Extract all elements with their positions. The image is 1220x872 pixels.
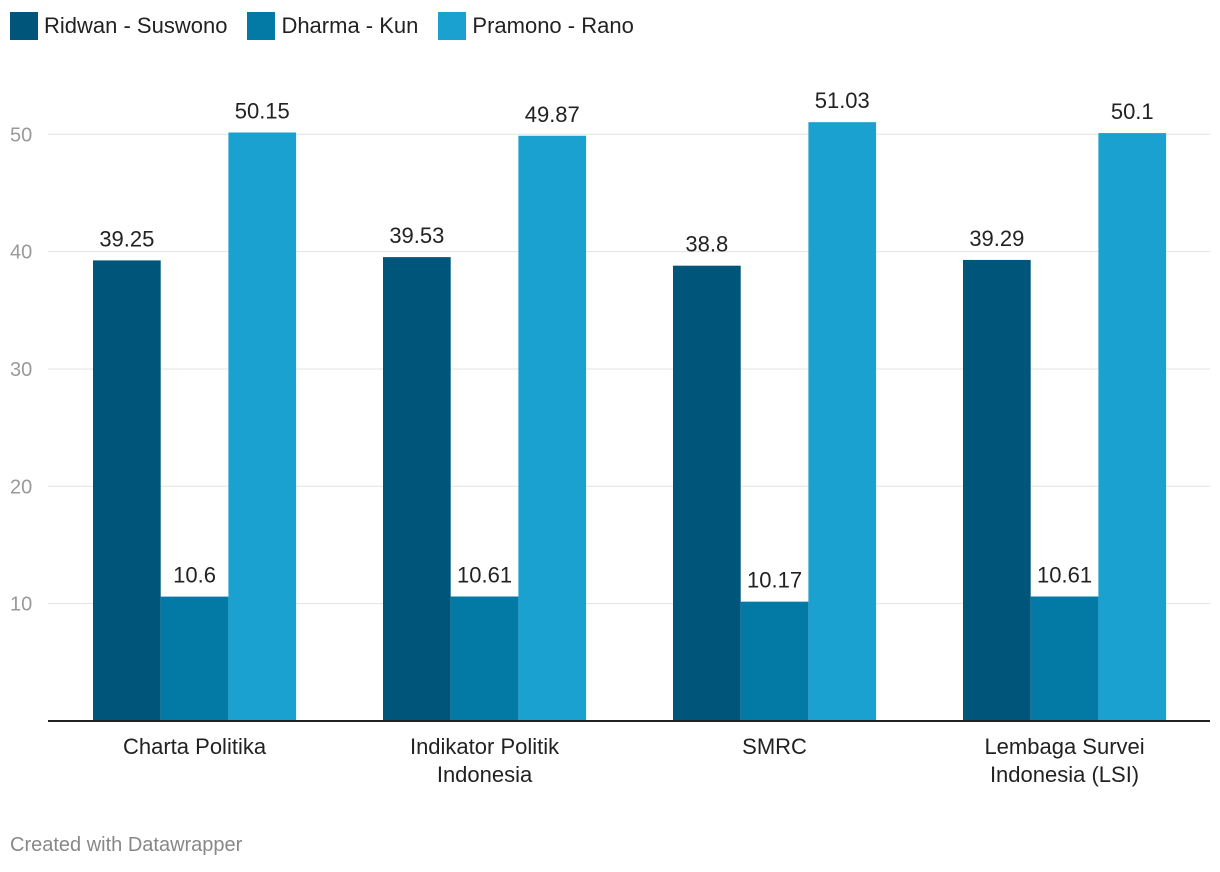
value-label: 38.8 [685, 232, 728, 257]
value-label: 39.53 [389, 223, 444, 248]
value-label: 49.87 [525, 102, 580, 127]
category-label: Indikator Politik Indonesia [410, 734, 560, 787]
bar [1098, 133, 1167, 721]
y-tick-label: 10 [10, 594, 32, 616]
category-label-line: Indonesia [437, 762, 533, 787]
value-label: 10.17 [747, 568, 802, 593]
bar [673, 265, 741, 721]
legend-swatch [247, 12, 276, 40]
legend-item: Pramono - Rano [438, 12, 634, 40]
bar [963, 259, 1031, 721]
category-label-line: Charta Politika [123, 734, 267, 759]
value-label: 39.25 [99, 226, 154, 251]
legend-label: Dharma - Kun [281, 13, 419, 38]
legend-item: Dharma - Kun [247, 12, 418, 40]
credit-text: Created with Datawrapper [10, 834, 243, 856]
value-label: 10.61 [457, 562, 512, 587]
y-tick-label: 50 [10, 124, 32, 146]
legend-swatch [10, 12, 38, 40]
value-label: 50.1 [1111, 99, 1154, 124]
category-label-line: Indonesia (LSI) [990, 762, 1139, 787]
value-label: 39.29 [969, 226, 1024, 251]
legend: Ridwan - Suswono Dharma - Kun Pramono - Ra… [10, 12, 634, 40]
bar [160, 596, 229, 721]
bar [808, 122, 877, 721]
legend-swatch [438, 12, 467, 40]
category-label: Lembaga Survei Indonesia (LSI) [984, 734, 1144, 787]
category-label: Charta Politika [123, 734, 267, 759]
category-label-line: Lembaga Survei [984, 734, 1144, 759]
value-label: 10.61 [1037, 562, 1092, 587]
legend-label: Pramono - Rano [472, 13, 634, 38]
bar [450, 596, 519, 721]
bar [518, 135, 587, 722]
bar [228, 132, 297, 721]
legend-item: Ridwan - Suswono [10, 12, 227, 40]
y-tick-label: 20 [10, 476, 32, 498]
y-tick-label: 30 [10, 359, 32, 381]
bar [383, 257, 451, 721]
value-label: 51.03 [815, 88, 870, 113]
bar [1030, 596, 1099, 721]
y-tick-label: 40 [10, 242, 32, 264]
value-label: 50.15 [235, 98, 290, 123]
category-label: SMRC [742, 734, 807, 759]
bar [740, 601, 809, 721]
value-label: 10.6 [173, 563, 216, 588]
category-label-line: SMRC [742, 734, 807, 759]
category-label-line: Indikator Politik [410, 734, 560, 759]
legend-label: Ridwan - Suswono [44, 13, 228, 38]
bar [93, 260, 161, 721]
